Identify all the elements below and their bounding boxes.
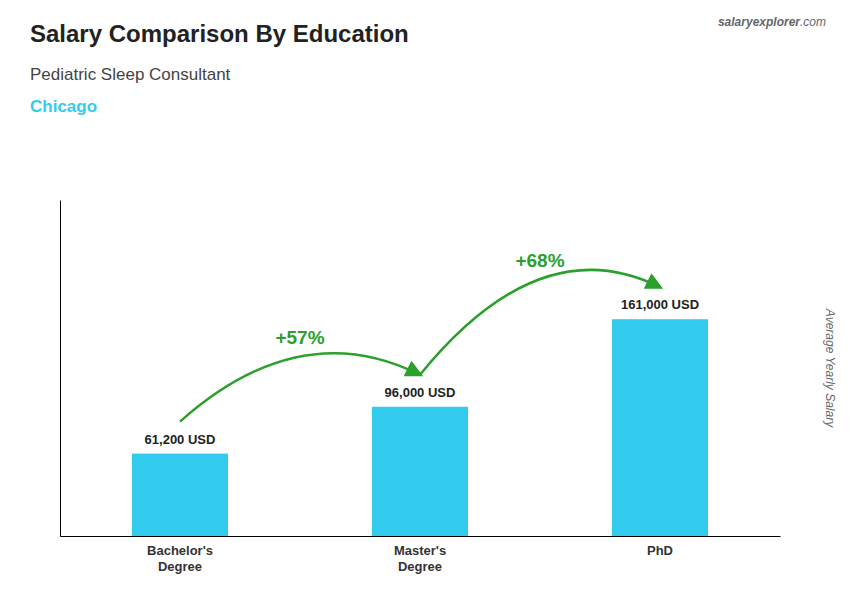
tick: Master'sDegree: [394, 543, 446, 574]
y-axis: [60, 201, 61, 537]
arrow: [180, 353, 420, 421]
bar: [132, 454, 228, 536]
tick: Bachelor'sDegree: [147, 543, 213, 574]
watermark-part: salary: [718, 15, 754, 29]
watermark-part: explorer: [753, 15, 802, 29]
title: Salary Comparison By Education: [30, 20, 409, 47]
bars: [132, 319, 708, 536]
bar: [612, 319, 708, 536]
y-axis-line: [60, 201, 61, 537]
chart: Salary Comparison By Education Pediatric …: [0, 0, 850, 606]
watermark: salaryexplorer.com: [718, 15, 826, 29]
y-axis-title: Average Yearly Salary: [823, 308, 837, 428]
data-label: 61,200 USD: [145, 432, 216, 447]
annotation: +57%: [275, 327, 324, 348]
arrow: [420, 270, 660, 375]
city: Chicago: [30, 97, 97, 116]
subtitle: Pediatric Sleep Consultant: [30, 65, 231, 84]
annotations: +57% +68%: [180, 250, 660, 421]
bar: [372, 407, 468, 536]
data-label: 161,000 USD: [621, 297, 699, 312]
watermark-part: .com: [800, 15, 826, 29]
plot: Bachelor'sDegree Master'sDegree PhD 61,200 …: [61, 201, 781, 574]
tick-label: PhD: [647, 543, 673, 558]
x-axis: Bachelor'sDegree Master'sDegree PhD: [61, 537, 781, 574]
x-axis-line: [61, 536, 781, 537]
data-label: 96,000 USD: [385, 385, 456, 400]
tick-label: Master'sDegree: [394, 543, 446, 574]
tick: PhD: [647, 543, 673, 558]
tick-label: Bachelor'sDegree: [147, 543, 213, 574]
annotation: +68%: [515, 250, 564, 271]
